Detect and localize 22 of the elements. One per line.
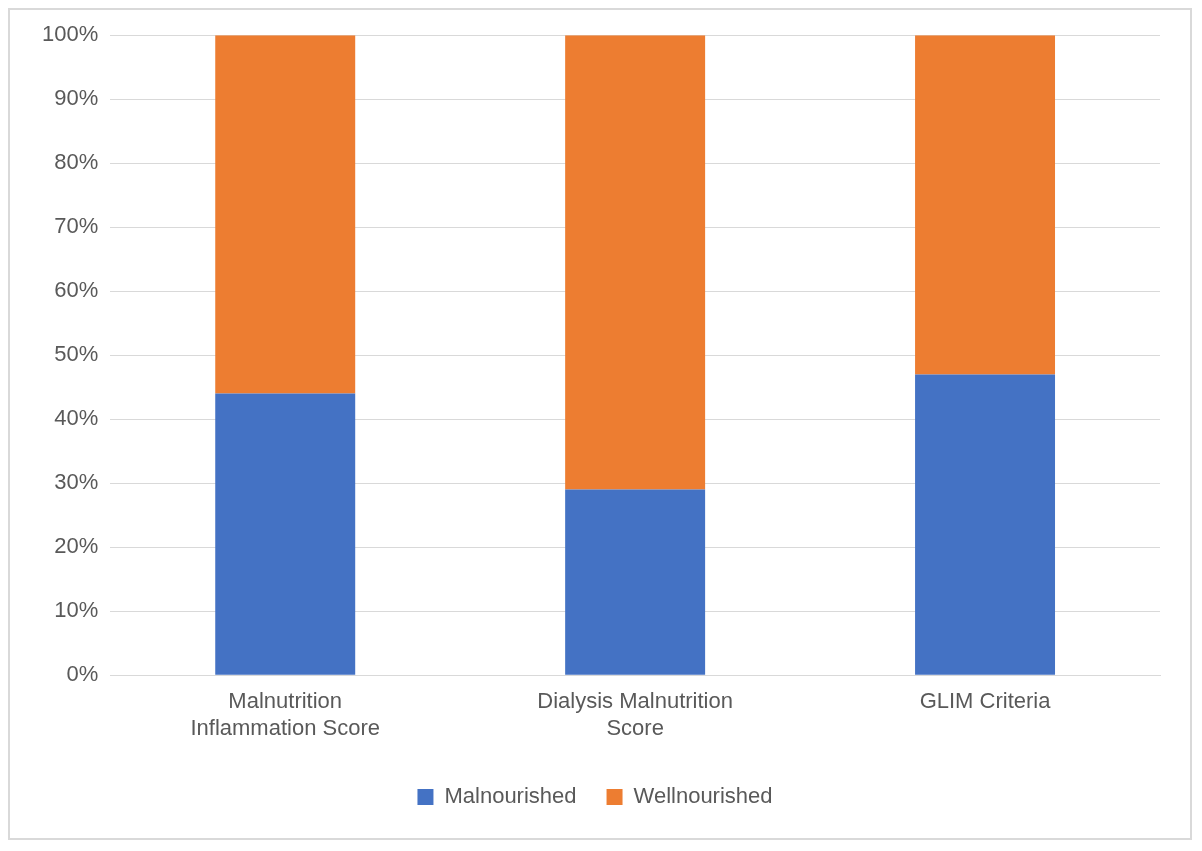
y-tick-label: 80%: [54, 149, 99, 175]
y-tick-label: 20%: [54, 533, 99, 559]
y-tick-label: 50%: [54, 341, 99, 367]
x-tick-label: Malnutrition Inflammation Score: [190, 688, 380, 740]
y-tick-label: 30%: [54, 469, 99, 495]
y-tick-label: 90%: [54, 85, 99, 111]
bar: [565, 489, 706, 675]
bar: [565, 35, 706, 490]
bar: [215, 393, 356, 675]
y-tick-label: 70%: [54, 213, 99, 239]
bar: [915, 374, 1056, 675]
legend-label: Wellnourished: [633, 783, 773, 809]
y-tick-label: 60%: [54, 277, 99, 303]
y-tick-label: 100%: [41, 21, 99, 47]
bar: [215, 35, 356, 394]
x-tick-label: GLIM Criteria: [919, 688, 1052, 714]
legend-label: Malnourished: [444, 783, 577, 809]
y-tick-label: 10%: [54, 597, 99, 623]
y-tick-label: 40%: [54, 405, 99, 431]
x-tick-label: Dialysis Malnutrition Score: [537, 688, 733, 740]
bar: [915, 35, 1056, 375]
y-tick-label: 0%: [66, 661, 99, 687]
